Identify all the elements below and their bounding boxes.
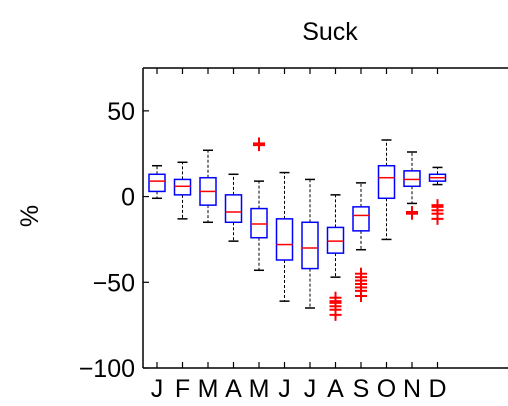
y-tick-label: −50 — [93, 269, 135, 297]
box-iqr — [403, 170, 421, 188]
x-tick-label: M — [249, 375, 270, 403]
box-o-9 — [377, 139, 396, 241]
y-axis-label: % — [16, 205, 44, 227]
box-f-1 — [173, 161, 192, 220]
box-iqr — [173, 178, 192, 196]
box-iqr — [250, 207, 268, 239]
box-j-0 — [148, 164, 166, 200]
box-a-7 — [326, 194, 345, 321]
chart-title: Suck — [302, 18, 358, 46]
box-iqr — [326, 226, 345, 254]
x-tick-label: A — [327, 375, 344, 403]
y-tick-label: −100 — [79, 355, 135, 383]
box-iqr — [377, 164, 396, 200]
x-tick-label: D — [428, 375, 446, 403]
box-a-3 — [224, 173, 243, 242]
x-tick-label: O — [377, 375, 396, 403]
x-tick-label: J — [151, 375, 164, 403]
x-tick-label: S — [353, 375, 370, 403]
box-iqr — [224, 194, 243, 224]
box-m-2 — [199, 149, 217, 224]
box-iqr — [148, 173, 166, 193]
x-tick-label: J — [304, 375, 317, 403]
box-iqr — [301, 221, 319, 270]
box-iqr — [352, 206, 370, 232]
x-tick-label: A — [225, 375, 242, 403]
plot-frame — [142, 67, 508, 369]
box-m-4 — [250, 137, 268, 272]
box-n-10 — [403, 151, 421, 220]
box-j-5 — [275, 171, 294, 302]
y-axis-ticks: −100 −50 0 50 — [79, 98, 149, 383]
box-d-11 — [428, 166, 447, 225]
x-tick-label: F — [175, 375, 190, 403]
y-tick-label: 50 — [107, 98, 135, 126]
box-series — [148, 137, 447, 321]
box-j-6 — [301, 178, 319, 309]
box-s-8 — [352, 182, 370, 302]
box-iqr — [275, 218, 294, 261]
x-tick-label: J — [278, 375, 291, 403]
x-tick-label: N — [403, 375, 421, 403]
x-tick-label: M — [198, 375, 219, 403]
y-tick-label: 0 — [121, 184, 135, 212]
